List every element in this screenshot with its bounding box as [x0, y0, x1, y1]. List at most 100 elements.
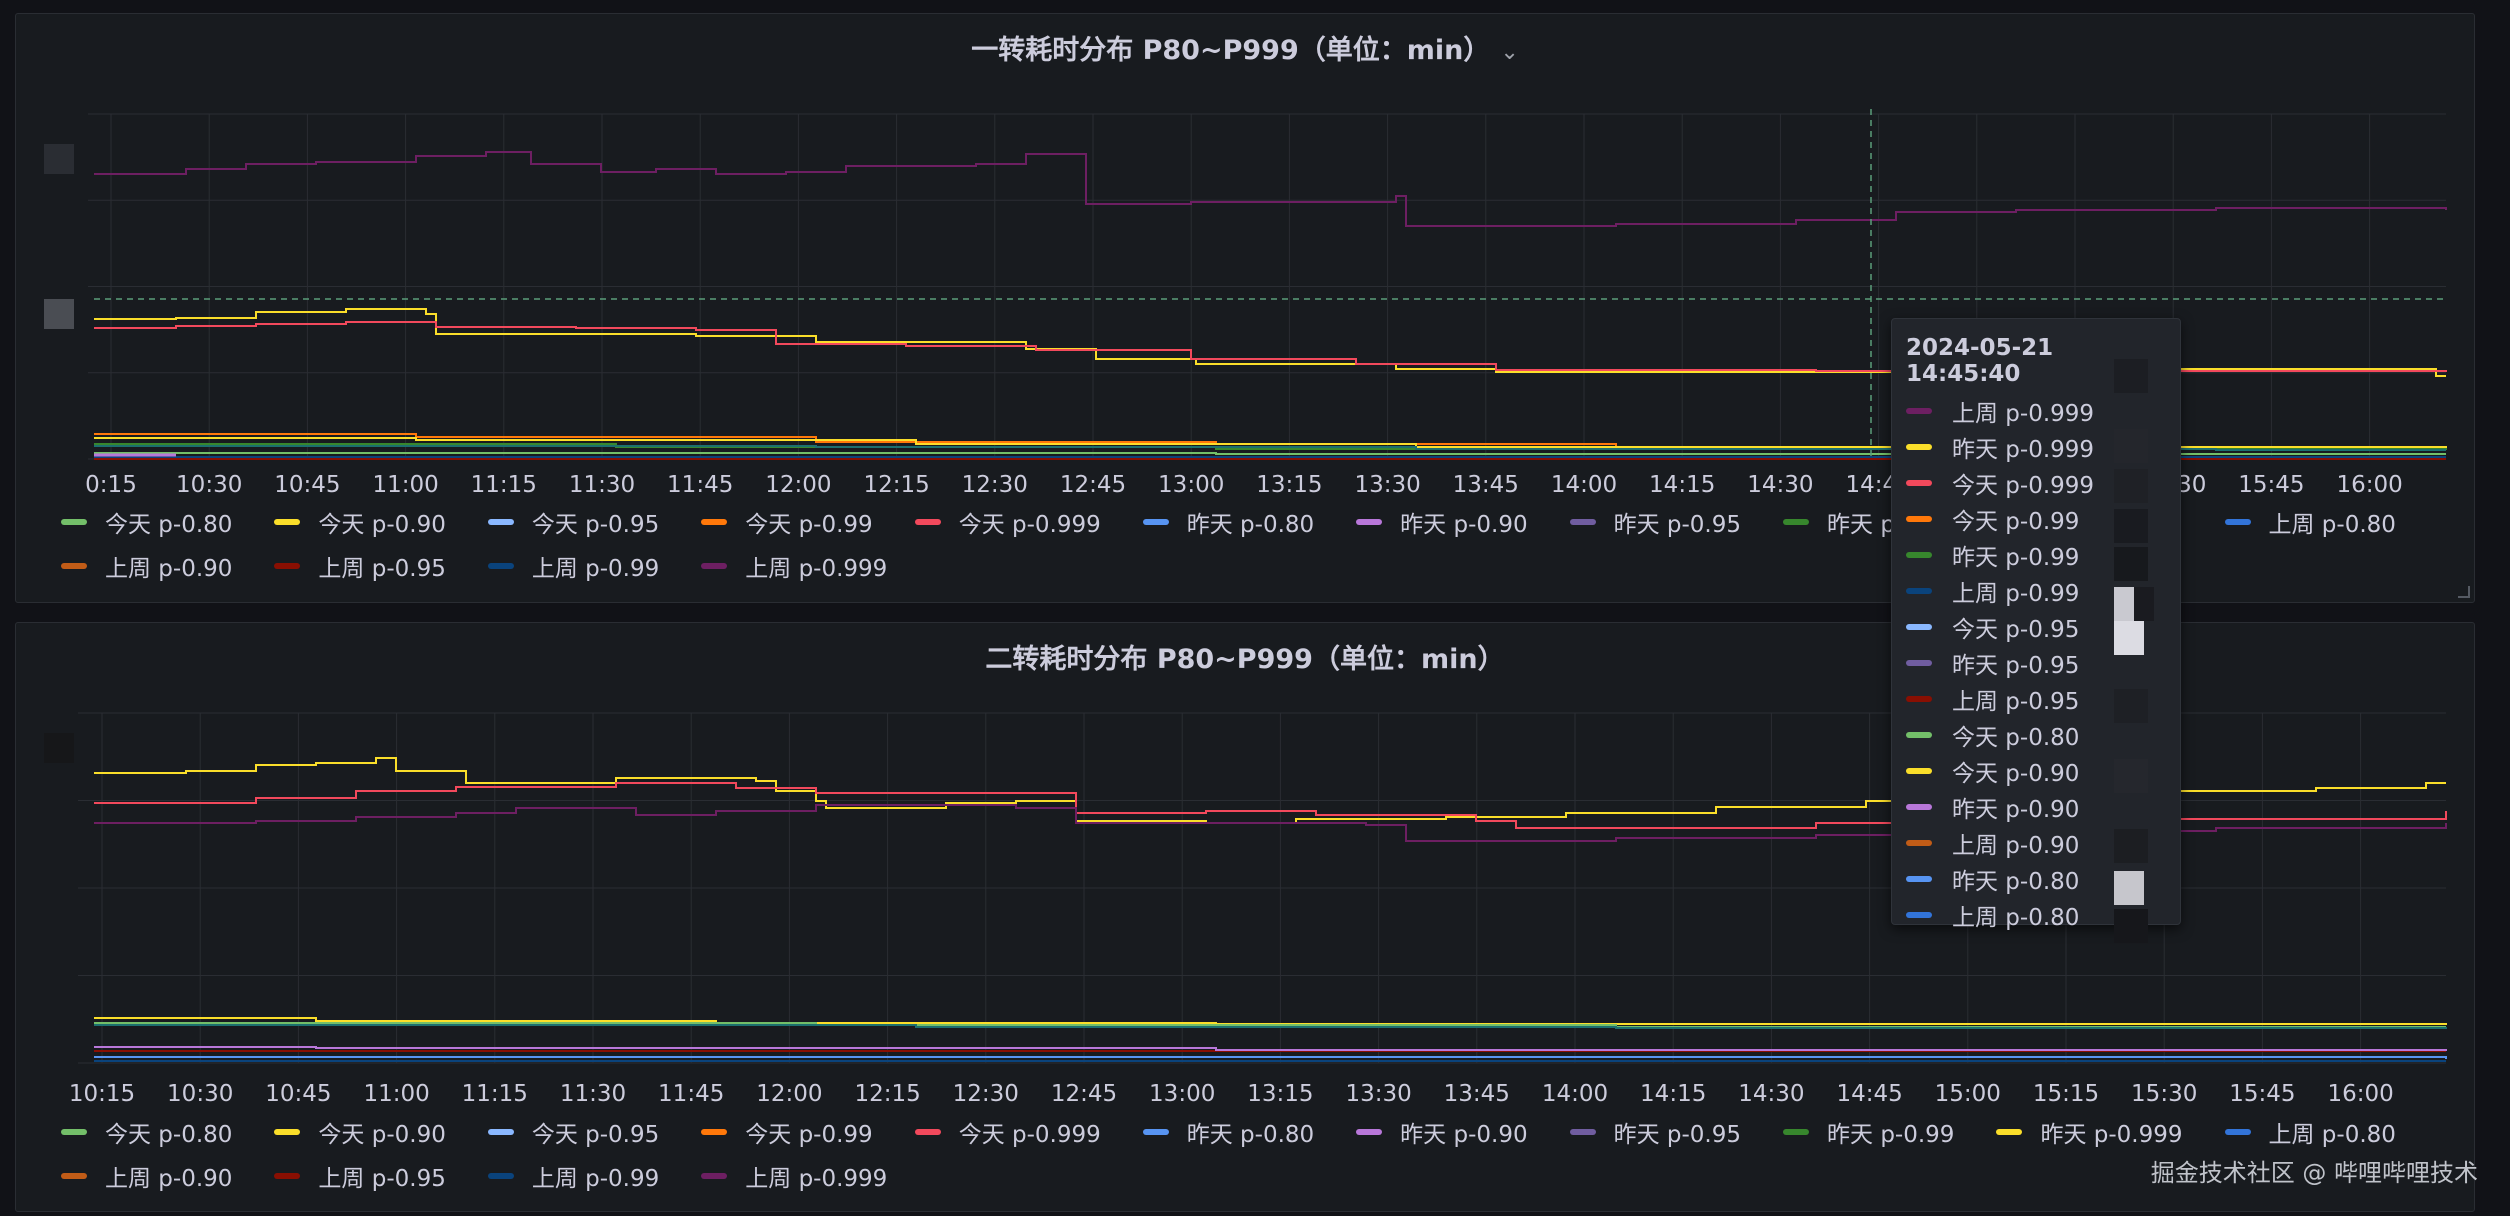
tooltip-swatch — [1906, 408, 1932, 414]
legend-swatch — [487, 1173, 514, 1179]
legend-item[interactable]: 上周 p-0.99 — [487, 550, 659, 582]
legend-swatch — [274, 563, 301, 569]
legend-swatch — [1356, 1129, 1383, 1135]
tooltip-label: 上周 p-0.999 — [1952, 401, 2095, 427]
legend-item[interactable]: 昨天 p-0.80 — [1142, 1116, 1314, 1148]
legend-item[interactable]: 今天 p-0.80 — [61, 506, 232, 538]
legend-label: 上周 p-0.999 — [745, 1166, 888, 1192]
tooltip-swatch — [1906, 444, 1932, 450]
legend-swatch — [1783, 519, 1810, 525]
tooltip-swatch — [1906, 804, 1932, 810]
tooltip-label: 今天 p-0.80 — [1952, 725, 2080, 751]
x-tick-label: 12:00 — [756, 1081, 822, 1103]
legend-item[interactable]: 上周 p-0.95 — [274, 550, 446, 582]
legend-swatch — [1569, 519, 1596, 525]
legend-item[interactable]: 上周 p-0.99 — [487, 1160, 659, 1192]
legend-label: 昨天 p-0.999 — [2040, 1122, 2183, 1148]
x-tick-label: 13:45 — [1453, 472, 1519, 494]
tooltip-label: 上周 p-0.95 — [1952, 689, 2080, 715]
legend-item[interactable]: 上周 p-0.999 — [701, 1160, 887, 1192]
axis-mask — [44, 144, 74, 174]
x-tick-label: 12:30 — [953, 1081, 1019, 1103]
x-tick-label: 12:15 — [863, 472, 929, 494]
legend-label: 上周 p-0.95 — [318, 1166, 446, 1192]
x-tick-label: 13:15 — [1247, 1081, 1313, 1103]
series-line — [94, 1046, 2447, 1051]
tooltip-swatch — [1906, 624, 1932, 630]
legend-label: 今天 p-0.999 — [958, 512, 1101, 538]
x-tick-label: 10:30 — [176, 472, 242, 494]
legend-item[interactable]: 今天 p-0.90 — [274, 506, 446, 538]
tooltip-row: 上周 p-0.95 — [1906, 681, 2166, 717]
legend-item[interactable]: 昨天 p-0.80 — [1142, 506, 1314, 538]
legend-item[interactable]: 今天 p-0.99 — [701, 506, 873, 538]
tooltip-swatch — [1906, 696, 1932, 702]
chevron-down-icon[interactable]: ⌄ — [1500, 40, 1519, 65]
x-tick-label: 11:15 — [471, 472, 537, 494]
legend-item[interactable]: 上周 p-0.999 — [701, 550, 887, 582]
x-tick-label: 0:15 — [85, 472, 137, 494]
tooltip-time: 2024-05-21 14:45:40 — [1906, 335, 2054, 387]
legend-label: 昨天 p-0.95 — [1613, 512, 1742, 538]
legend-item[interactable]: 上周 p-0.90 — [61, 550, 232, 582]
legend-item[interactable]: 上周 p-0.90 — [61, 1160, 232, 1192]
x-tick-label: 13:00 — [1158, 472, 1224, 494]
tooltip-swatch — [1906, 840, 1932, 846]
x-tick-label: 14:00 — [1542, 1081, 1608, 1103]
legend-label: 上周 p-0.90 — [105, 556, 233, 582]
x-tick-label: 14:30 — [1747, 472, 1813, 494]
x-tick-label: 15:30 — [2131, 1081, 2197, 1103]
legend-swatch — [1996, 1129, 2023, 1135]
legend-swatch — [2224, 1129, 2251, 1135]
legend-swatch — [701, 1129, 728, 1135]
tooltip-row: 今天 p-0.90 — [1906, 753, 2166, 789]
resize-handle[interactable] — [2458, 586, 2470, 598]
legend-swatch — [914, 519, 941, 525]
panel-title[interactable]: 二转耗时分布 P80~P999（单位：min） — [16, 637, 2474, 676]
tooltip-swatch — [1906, 552, 1932, 558]
legend-label: 今天 p-0.80 — [105, 512, 233, 538]
tooltip-row: 上周 p-0.90 — [1906, 825, 2166, 861]
legend-item[interactable]: 今天 p-0.999 — [914, 1116, 1101, 1148]
legend-item[interactable]: 今天 p-0.99 — [701, 1116, 873, 1148]
hover-tooltip: 2024-05-21 14:45:40 上周 p-0.999 昨天 p-0.999… — [1891, 318, 2181, 943]
legend-label: 上周 p-0.80 — [2268, 512, 2396, 538]
legend-item[interactable]: 昨天 p-0.95 — [1569, 506, 1742, 538]
panel-title[interactable]: 一转耗时分布 P80~P999（单位：min） ⌄ — [16, 28, 2474, 67]
legend-item[interactable]: 今天 p-0.95 — [487, 1116, 659, 1148]
series-line — [94, 433, 2446, 448]
legend-item[interactable]: 上周 p-0.80 — [2224, 506, 2396, 538]
legend-swatch — [61, 1129, 87, 1135]
x-tick-label: 15:45 — [2238, 472, 2304, 494]
legend-item[interactable]: 上周 p-0.95 — [274, 1160, 446, 1192]
watermark: 掘金技术社区 @ 哔哩哔哩技术 — [2150, 1159, 2478, 1187]
legend-swatch — [701, 519, 728, 525]
legend-item[interactable]: 昨天 p-0.999 — [1996, 1116, 2183, 1148]
legend-item[interactable]: 今天 p-0.90 — [274, 1116, 446, 1148]
legend-item[interactable]: 今天 p-0.80 — [61, 1116, 232, 1148]
legend-item[interactable]: 昨天 p-0.90 — [1356, 1116, 1528, 1148]
series-line — [94, 321, 2447, 372]
tooltip-label: 昨天 p-0.999 — [1952, 437, 2095, 463]
legend-item[interactable]: 昨天 p-0.95 — [1569, 1116, 1741, 1148]
tooltip-rows: 上周 p-0.999 昨天 p-0.999 今天 p-0.999 今天 p-0.99 昨… — [1906, 393, 2166, 933]
legend-label: 上周 p-0.999 — [745, 556, 888, 582]
tooltip-label: 今天 p-0.99 — [1952, 509, 2080, 535]
legend-item[interactable]: 昨天 p-0.99 — [1783, 1116, 1954, 1148]
tooltip-swatch — [1906, 768, 1932, 774]
legend-item[interactable]: 上周 p-0.80 — [2224, 1116, 2396, 1148]
series-line — [94, 151, 2447, 227]
tooltip-row: 今天 p-0.80 — [1906, 717, 2166, 753]
legend-item[interactable]: 今天 p-0.999 — [914, 506, 1101, 538]
series-line — [94, 1056, 2447, 1059]
legend-item[interactable]: 昨天 p-0.90 — [1356, 506, 1528, 538]
legend-swatch — [61, 519, 87, 525]
x-tick-label: 14:00 — [1551, 472, 1617, 494]
tooltip-row: 今天 p-0.99 — [1906, 501, 2166, 537]
x-tick-label: 10:15 — [69, 1081, 135, 1103]
x-tick-label: 12:45 — [1051, 1081, 1117, 1103]
legend-label: 上周 p-0.80 — [2268, 1122, 2396, 1148]
tooltip-row: 上周 p-0.999 — [1906, 393, 2166, 429]
legend-item[interactable]: 今天 p-0.95 — [487, 506, 659, 538]
x-tick-label: 12:45 — [1060, 472, 1126, 494]
